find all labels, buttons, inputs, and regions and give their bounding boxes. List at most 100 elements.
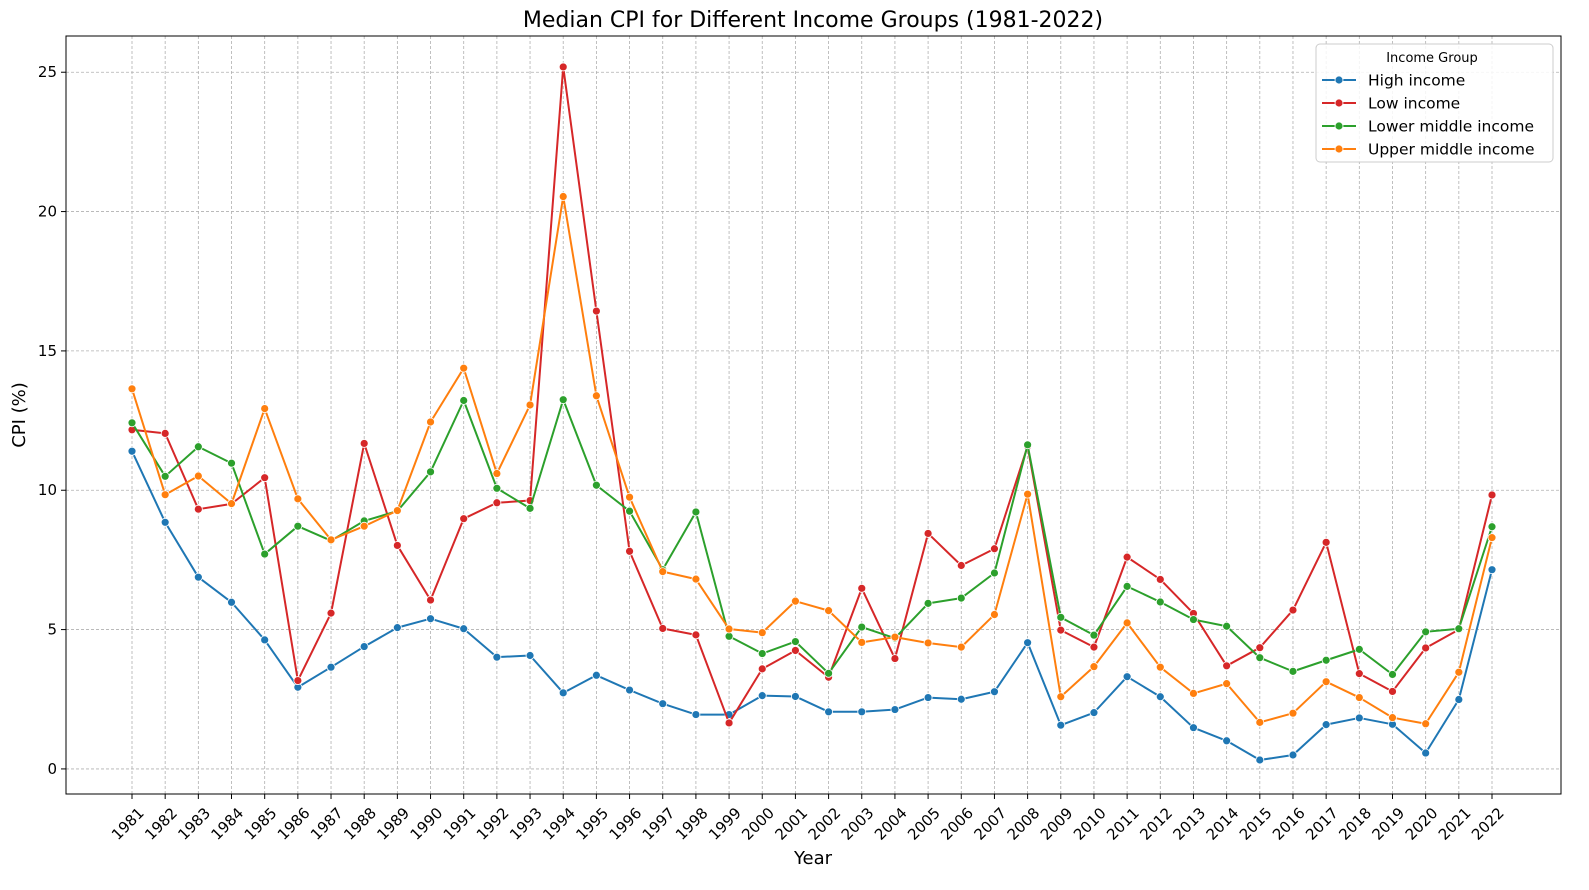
data-point-upper-middle-income <box>1155 662 1165 672</box>
data-point-low-income <box>392 541 402 550</box>
data-point-lower-middle-income <box>127 418 137 428</box>
y-tick-label: 5 <box>47 621 57 639</box>
data-point-lower-middle-income <box>724 631 734 641</box>
data-point-low-income <box>791 646 800 655</box>
data-point-high-income <box>1023 638 1033 648</box>
legend-box <box>1315 43 1554 163</box>
data-point-high-income <box>1487 565 1497 575</box>
legend-label: Low income <box>1368 95 1460 113</box>
data-point-lower-middle-income <box>625 506 634 516</box>
data-point-low-income <box>923 529 933 538</box>
data-point-upper-middle-income <box>359 521 369 531</box>
data-point-lower-middle-income <box>857 622 867 632</box>
data-point-high-income <box>990 687 999 697</box>
data-point-low-income <box>658 624 668 633</box>
data-point-low-income <box>1354 669 1364 679</box>
data-point-upper-middle-income <box>1388 713 1397 723</box>
data-point-high-income <box>260 635 270 645</box>
data-point-lower-middle-income <box>1056 612 1066 622</box>
data-point-upper-middle-income <box>558 192 568 201</box>
legend-item-upper-middle-income: Upper middle income <box>1322 141 1534 159</box>
data-point-upper-middle-income <box>1023 489 1033 499</box>
data-point-low-income <box>1255 643 1265 653</box>
data-point-high-income <box>492 652 502 662</box>
data-point-low-income <box>1487 490 1497 500</box>
data-point-upper-middle-income <box>1122 618 1132 628</box>
data-point-upper-middle-income <box>1189 688 1198 698</box>
data-point-upper-middle-income <box>426 417 435 427</box>
data-point-high-income <box>392 623 402 633</box>
y-tick-label: 0 <box>47 760 57 778</box>
data-point-upper-middle-income <box>1487 533 1497 543</box>
data-point-upper-middle-income <box>392 506 402 515</box>
data-point-high-income <box>525 651 535 660</box>
data-point-lower-middle-income <box>1421 627 1431 637</box>
data-point-upper-middle-income <box>956 642 966 652</box>
data-point-upper-middle-income <box>1354 693 1364 702</box>
legend-marker <box>1334 75 1344 85</box>
legend-marker <box>1334 121 1344 131</box>
data-point-low-income <box>1056 625 1066 635</box>
y-tick-label: 25 <box>38 63 57 81</box>
data-point-upper-middle-income <box>260 404 270 413</box>
data-point-lower-middle-income <box>956 593 966 603</box>
legend-label: Upper middle income <box>1368 141 1534 159</box>
data-point-lower-middle-income <box>1155 597 1165 607</box>
data-point-low-income <box>1089 642 1099 652</box>
data-point-lower-middle-income <box>1122 581 1132 591</box>
data-point-low-income <box>359 439 369 448</box>
legend: Income Group High income Low income Lower … <box>1315 43 1554 163</box>
data-point-low-income <box>625 546 634 556</box>
data-point-high-income <box>326 662 336 672</box>
data-point-upper-middle-income <box>691 574 701 584</box>
series-lower-middle-income <box>127 395 1497 679</box>
data-point-low-income <box>293 676 303 685</box>
data-point-upper-middle-income <box>990 610 999 619</box>
data-point-low-income <box>1321 537 1331 547</box>
data-point-upper-middle-income <box>757 628 767 638</box>
data-point-upper-middle-income <box>1321 677 1331 687</box>
data-point-high-income <box>193 572 203 582</box>
data-point-low-income <box>492 498 502 508</box>
data-point-high-income <box>791 692 800 701</box>
x-axis-label: Year <box>793 848 833 869</box>
data-point-lower-middle-income <box>1189 615 1198 624</box>
data-point-low-income <box>193 504 203 514</box>
legend-marker <box>1334 98 1344 108</box>
data-point-lower-middle-income <box>1354 644 1364 654</box>
data-point-low-income <box>1388 687 1397 696</box>
data-point-upper-middle-income <box>492 469 502 478</box>
data-point-low-income <box>1288 605 1298 615</box>
data-point-low-income <box>757 664 767 674</box>
chart-title: Median CPI for Different Income Groups (… <box>523 8 1103 33</box>
data-point-upper-middle-income <box>1454 667 1464 677</box>
data-point-high-income <box>359 642 369 651</box>
data-point-upper-middle-income <box>160 490 170 500</box>
y-tick-label: 20 <box>38 203 57 221</box>
data-point-low-income <box>857 583 867 593</box>
y-tick-label: 15 <box>38 342 57 360</box>
data-point-high-income <box>658 699 668 709</box>
data-point-lower-middle-income <box>691 507 701 517</box>
data-point-high-income <box>558 688 568 698</box>
legend-label: Lower middle income <box>1368 118 1534 136</box>
data-point-high-income <box>824 707 833 717</box>
data-point-low-income <box>1421 643 1431 653</box>
data-point-lower-middle-income <box>1321 655 1331 665</box>
data-point-upper-middle-income <box>1089 662 1099 672</box>
data-point-high-income <box>459 624 469 634</box>
data-point-lower-middle-income <box>591 480 601 490</box>
data-point-upper-middle-income <box>293 494 303 504</box>
data-point-low-income <box>426 595 435 605</box>
data-point-high-income <box>1288 750 1298 760</box>
data-point-lower-middle-income <box>791 637 800 646</box>
data-point-low-income <box>890 654 900 663</box>
data-point-high-income <box>1421 748 1431 758</box>
data-point-high-income <box>1222 736 1232 746</box>
data-point-low-income <box>1155 575 1165 584</box>
data-point-high-income <box>923 693 933 702</box>
data-point-upper-middle-income <box>1421 719 1431 729</box>
data-point-low-income <box>1122 552 1132 562</box>
data-point-high-income <box>127 446 137 456</box>
